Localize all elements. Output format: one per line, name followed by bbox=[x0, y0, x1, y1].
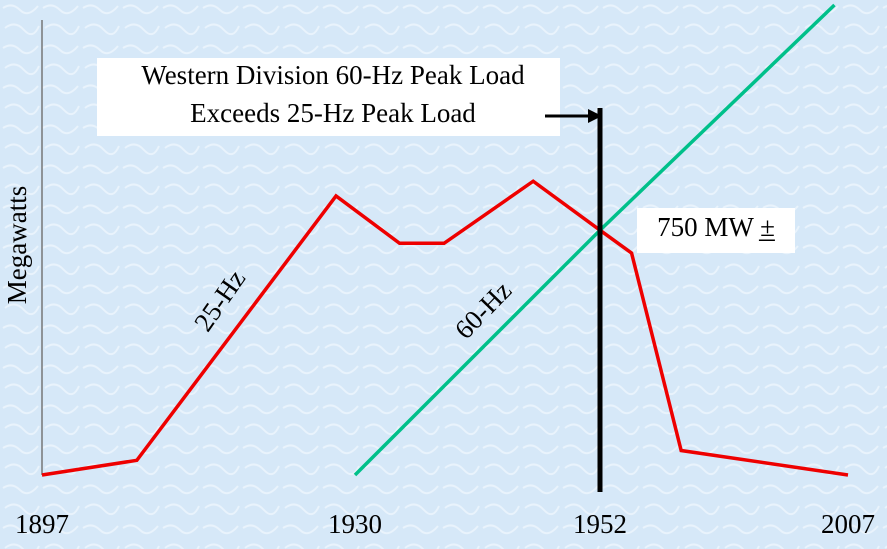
x-tick-label: 2007 bbox=[821, 509, 875, 539]
x-tick-label: 1930 bbox=[328, 509, 382, 539]
x-tick-label: 1952 bbox=[573, 509, 627, 539]
crossing-label: 750 MW ± bbox=[657, 212, 775, 242]
series-line bbox=[41, 179, 849, 477]
x-tick-label: 1897 bbox=[15, 509, 69, 539]
annotation-line: Western Division 60-Hz Peak Load bbox=[141, 60, 525, 90]
arrow-head bbox=[588, 109, 602, 123]
annotation-line: Exceeds 25-Hz Peak Load bbox=[190, 98, 476, 128]
annotation-box bbox=[97, 58, 560, 136]
crossing-box bbox=[637, 208, 795, 253]
y-axis-label: Megawatts bbox=[2, 186, 32, 304]
